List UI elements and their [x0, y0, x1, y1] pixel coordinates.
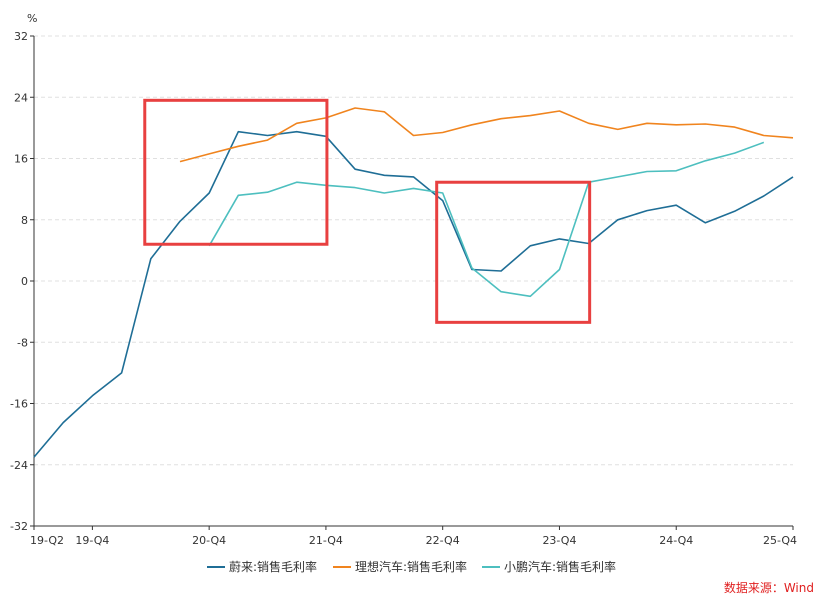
y-tick-label: 0: [21, 275, 28, 288]
legend-label: 小鹏汽车:销售毛利率: [504, 559, 616, 574]
x-tick-label: 22-Q4: [426, 534, 460, 547]
x-tick-label: 23-Q4: [542, 534, 576, 547]
grid-lines: [34, 35, 793, 466]
highlight-box-2: [435, 180, 592, 324]
y-unit-label: %: [27, 12, 37, 25]
y-tick-label: -24: [10, 459, 28, 472]
x-tick-label: 20-Q4: [192, 534, 226, 547]
legend: 蔚来:销售毛利率 理想汽车:销售毛利率 小鹏汽车:销售毛利率: [207, 559, 616, 574]
x-tick-label: 19-Q4: [75, 534, 109, 547]
y-tick-label: -32: [10, 520, 28, 533]
x-tick-label: 19-Q2: [30, 534, 64, 547]
y-tick-label: 24: [14, 91, 28, 104]
x-tick-label: 25-Q4: [763, 534, 797, 547]
y-tick-label: 32: [14, 30, 28, 43]
highlight-boxes: [143, 98, 592, 324]
legend-label: 蔚来:销售毛利率: [229, 559, 317, 574]
series-lines: [33, 107, 794, 458]
y-tick-label: -8: [17, 336, 28, 349]
series-line-2: [179, 107, 794, 163]
x-tick-label: 21-Q4: [309, 534, 343, 547]
series-line-3: [208, 141, 765, 298]
x-tick-label: 24-Q4: [659, 534, 693, 547]
legend-label: 理想汽车:销售毛利率: [355, 559, 467, 574]
y-tick-label: 16: [14, 153, 28, 166]
y-tick-label: 8: [21, 214, 28, 227]
highlight-box-1: [143, 98, 329, 246]
axes: [30, 35, 794, 530]
x-tick-labels: 19-Q2 19-Q4 20-Q4 21-Q4 22-Q4 23-Q4 24-Q4 25-Q4: [30, 534, 797, 547]
source-note: 数据来源：Wind: [723, 581, 814, 595]
y-tick-labels: -32 -24 -16 -8 0 8 16 24 32: [10, 30, 28, 533]
y-tick-label: -16: [10, 398, 28, 411]
series-line-1: [33, 130, 794, 458]
